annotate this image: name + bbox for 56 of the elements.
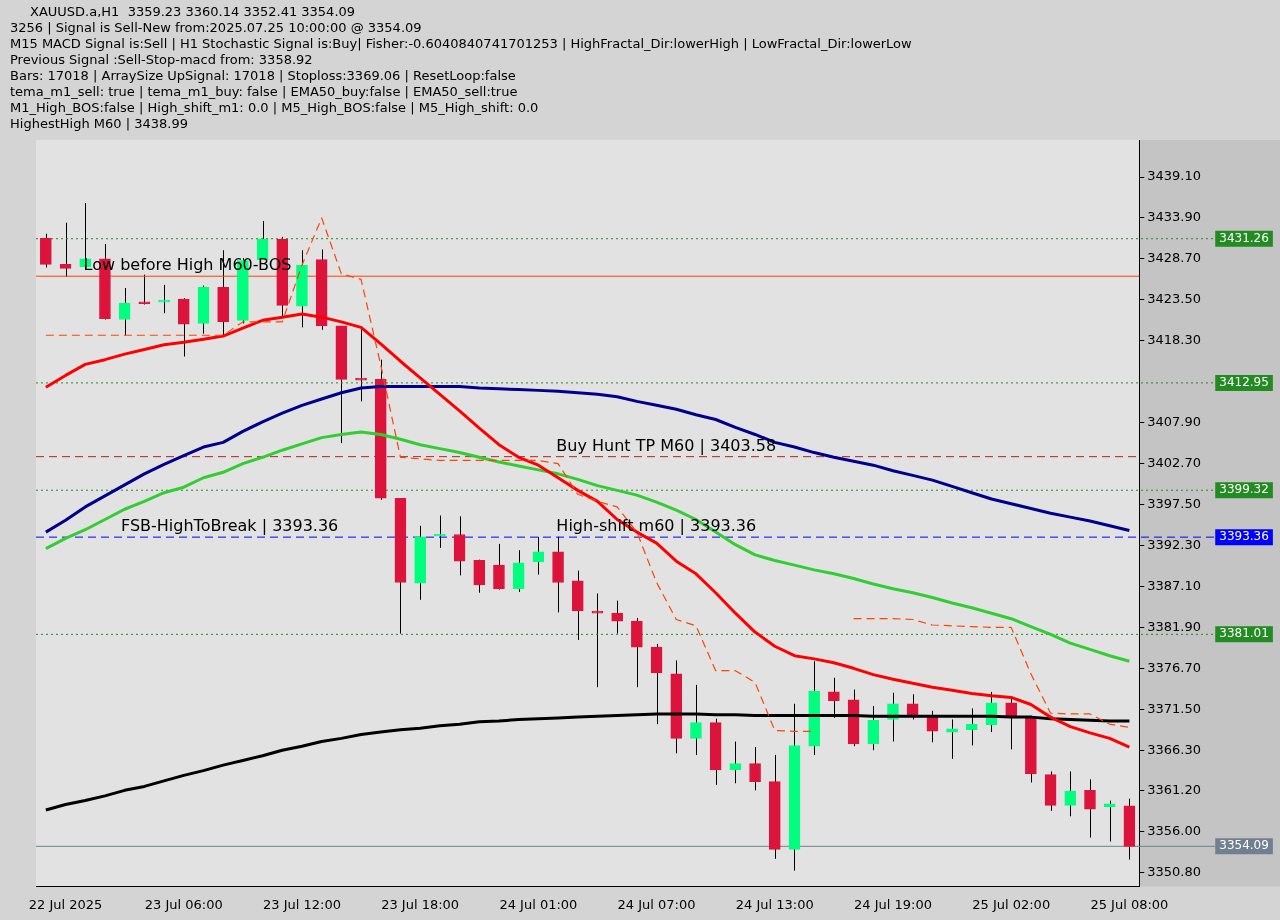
y-tick-label: 3428.70 <box>1147 250 1202 266</box>
x-tick-label: 25 Jul 08:00 <box>1090 896 1169 912</box>
x-tick-label: 24 Jul 13:00 <box>735 896 814 912</box>
candlestick <box>493 543 505 591</box>
candlestick <box>473 559 486 594</box>
x-tick-label: 25 Jul 02:00 <box>972 896 1051 912</box>
text: Bars: 17018 | ArraySize UpSignal: 17018 | Stoploss:3369.06 | ResetLoop:false <box>10 67 516 83</box>
candlestick <box>611 600 623 635</box>
y-tick-label: 3407.90 <box>1147 414 1202 430</box>
candlestick <box>138 274 151 306</box>
candlestick <box>1103 800 1116 843</box>
y-tick-label: 3356.00 <box>1147 822 1202 838</box>
annotation: FSB-HighToBreak | 3393.36 <box>121 516 339 536</box>
y-tick-label: 3433.90 <box>1147 209 1202 225</box>
x-tick-label: 24 Jul 19:00 <box>854 896 932 912</box>
text: 3256 | Signal is Sell-New from:2025.07.25 10:00:00 @ 3354.09 <box>10 19 422 35</box>
ref-line-label: 3354.09 <box>1219 838 1269 853</box>
x-tick-label: 24 Jul 07:00 <box>617 896 696 912</box>
candlestick <box>591 593 604 688</box>
y-tick-label: 3439.10 <box>1147 168 1202 184</box>
x-tick-label: 23 Jul 18:00 <box>381 896 460 912</box>
ref-line-label: 3381.01 <box>1219 626 1269 641</box>
candlestick <box>1084 778 1096 839</box>
candlestick <box>158 284 170 314</box>
y-tick-label: 3423.50 <box>1147 291 1202 307</box>
y-tick-label: 3418.30 <box>1147 332 1202 348</box>
x-tick-label: 24 Jul 01:00 <box>499 896 578 912</box>
text: Previous Signal :Sell-Stop-macd from: 3358.92 <box>10 51 313 67</box>
ref-line-label: 3412.95 <box>1219 375 1269 390</box>
candlestick <box>177 297 190 358</box>
y-tick-label: 3376.70 <box>1147 659 1202 675</box>
chart-title: XAUUSD.a,H1 3359.23 3360.14 3352.41 3354.09 <box>30 3 356 19</box>
x-tick-label: 23 Jul 12:00 <box>262 896 341 912</box>
candlestick <box>729 741 742 784</box>
y-tick-label: 3402.70 <box>1147 454 1202 470</box>
y-tick-label: 3371.50 <box>1147 700 1202 716</box>
candlestick <box>59 222 72 278</box>
candlestick <box>118 287 131 336</box>
ref-line-label: 3393.36 <box>1219 529 1269 544</box>
y-tick-label: 3366.30 <box>1147 741 1202 757</box>
y-tick-label: 3392.30 <box>1147 536 1202 552</box>
y-tick-label: 3397.50 <box>1147 495 1202 511</box>
annotation: Buy Hunt TP M60 | 3403.58 <box>556 435 777 455</box>
text: tema_m1_sell: true | tema_m1_buy: false | EMA50_buy:false | EMA50_sell:true <box>10 83 518 99</box>
y-tick-label: 3381.90 <box>1147 618 1202 634</box>
y-tick-label: 3387.10 <box>1147 577 1202 593</box>
ref-line-label: 3431.26 <box>1219 230 1269 245</box>
x-tick-label: 23 Jul 06:00 <box>144 896 223 912</box>
text: M1_High_BOS:false | High_shift_m1: 0.0 | M5_High_BOS:false | M5_High_shift: 0.0 <box>10 99 539 115</box>
ref-line-label: 3399.32 <box>1219 482 1269 497</box>
text: M15 MACD Signal is:Sell | H1 Stochastic Signal is:Buy| Fisher:-0.6040840741701253 | HighFractal_Dir:lowerHigh | LowFractal_Dir:lowerLow <box>10 35 913 51</box>
y-tick-label: 3361.20 <box>1147 781 1202 797</box>
text: HighestHigh M60 | 3438.99 <box>10 115 188 131</box>
y-tick-label: 3350.80 <box>1147 863 1202 879</box>
x-tick-label: 22 Jul 2025 <box>28 896 103 912</box>
candlestick <box>532 536 545 576</box>
